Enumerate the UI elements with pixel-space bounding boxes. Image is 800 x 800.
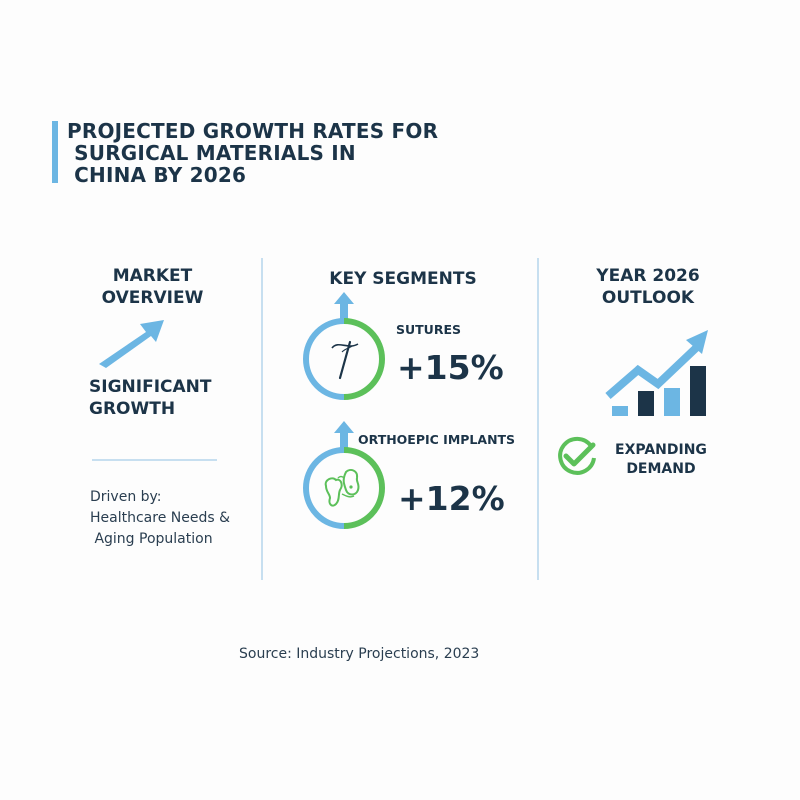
implants-ring-icon bbox=[303, 421, 385, 529]
driven-by-text: Driven by: Healthcare Needs & Aging Popu… bbox=[90, 489, 231, 547]
title-accent-bar bbox=[52, 121, 58, 183]
segment-value-sutures: +15% bbox=[397, 348, 504, 387]
title-line-3: CHINA BY 2026 bbox=[67, 163, 247, 187]
up-right-arrow-icon bbox=[99, 320, 164, 368]
growth-chart-icon bbox=[605, 330, 708, 416]
source-note: Source: Industry Projections, 2023 bbox=[239, 646, 480, 662]
segment-label-sutures: SUTURES bbox=[396, 322, 461, 337]
market-overview-heading: MARKET OVERVIEW bbox=[101, 266, 204, 308]
segment-value-implants: +12% bbox=[398, 479, 505, 518]
title-line-1: PROJECTED GROWTH RATES FOR bbox=[67, 119, 439, 143]
needle-thread-icon bbox=[331, 340, 359, 380]
bone-joint-icon bbox=[324, 469, 360, 507]
sutures-ring-icon bbox=[303, 292, 385, 400]
page-title: PROJECTED GROWTH RATES FOR SURGICAL MATE… bbox=[67, 120, 438, 186]
expanding-demand-label: EXPANDING DEMAND bbox=[615, 442, 707, 477]
key-segments-heading: KEY SEGMENTS bbox=[329, 269, 477, 289]
column-divider-left bbox=[261, 258, 263, 580]
check-circle-icon bbox=[558, 436, 596, 475]
column-divider-right bbox=[537, 258, 539, 580]
section-rule bbox=[92, 459, 217, 461]
outlook-heading: YEAR 2026 OUTLOOK bbox=[596, 266, 700, 308]
title-line-2: SURGICAL MATERIALS IN bbox=[67, 141, 356, 165]
segment-label-implants: ORTHOEPIC IMPLANTS bbox=[358, 432, 516, 447]
significant-growth-label: SIGNIFICANT GROWTH bbox=[89, 377, 212, 419]
